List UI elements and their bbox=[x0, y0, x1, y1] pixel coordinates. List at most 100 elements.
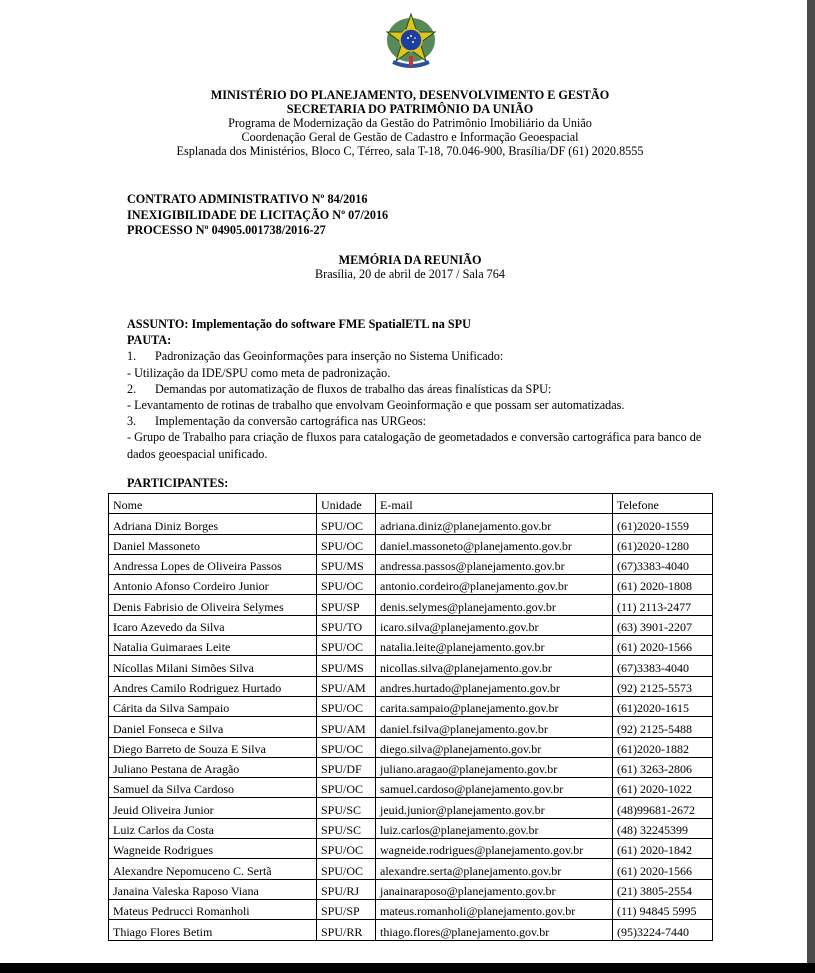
table-row: Cárita da Silva Sampaio SPU/OC carita.samp… bbox=[108, 695, 713, 718]
cell-unit: SPU/OC bbox=[316, 858, 376, 880]
cell-name: Juliano Pestana de Aragão bbox=[108, 756, 317, 779]
table-row: Andressa Lopes de Oliveira Passos SPU/MS a… bbox=[108, 553, 713, 576]
cell-name: Janaina Valeska Raposo Viana bbox=[108, 878, 317, 900]
cell-name: Antonio Afonso Cordeiro Junior bbox=[108, 574, 317, 596]
cell-email: carita.sampaio@planejamento.gov.br bbox=[375, 695, 613, 718]
header-email: E-mail bbox=[375, 492, 613, 515]
agenda-detail: - Grupo de Trabalho para criação de flux… bbox=[127, 430, 702, 461]
table-row: Jeuid Oliveira Junior SPU/SC jeuid.junior@… bbox=[108, 797, 713, 819]
cell-email: thiago.flores@planejamento.gov.br bbox=[375, 919, 613, 941]
cell-email: nicollas.silva@planejamento.gov.br bbox=[375, 655, 613, 677]
cell-email: andressa.passos@planejamento.gov.br bbox=[375, 553, 613, 576]
cell-email: antonio.cordeiro@planejamento.gov.br bbox=[375, 574, 613, 596]
cell-name: Andres Camilo Rodriguez Hurtado bbox=[108, 675, 317, 697]
table-row: Adriana Diniz Borges SPU/OC adriana.diniz@… bbox=[108, 513, 713, 535]
cell-name: Natalia Guimaraes Leite bbox=[108, 635, 317, 657]
cell-phone: (11) 2113-2477 bbox=[612, 594, 713, 616]
cell-phone: (61) 2020-1566 bbox=[612, 858, 713, 880]
agenda-text: Padronização das Geoinformações para ins… bbox=[155, 349, 504, 364]
document-subtitle: Brasília, 20 de abril de 2017 / Sala 764 bbox=[315, 267, 505, 281]
table-row: Samuel da Silva Cardoso SPU/OC samuel.card… bbox=[108, 777, 713, 799]
cell-unit: SPU/OC bbox=[316, 695, 376, 718]
table-row: Juliano Pestana de Aragão SPU/DF juliano.a… bbox=[108, 756, 713, 779]
agenda-number: 3. bbox=[127, 414, 137, 429]
cell-email: samuel.cardoso@planejamento.gov.br bbox=[375, 777, 613, 799]
agenda-detail: - Levantamento de rotinas de trabalho qu… bbox=[127, 398, 625, 413]
cell-phone: (61) 2020-1842 bbox=[612, 838, 713, 860]
cell-phone: (11) 94845 5995 bbox=[612, 898, 713, 921]
table-header-row: Nome Unidade E-mail Telefone bbox=[108, 492, 713, 515]
cell-unit: SPU/SP bbox=[316, 594, 376, 616]
table-row: Janaina Valeska Raposo Viana SPU/RJ janain… bbox=[108, 878, 713, 900]
table-row: Daniel Massoneto SPU/OC daniel.massoneto@p… bbox=[108, 533, 713, 555]
cell-name: Thiago Flores Betim bbox=[108, 919, 317, 941]
table-row: Wagneide Rodrigues SPU/OC wagneide.rodrigu… bbox=[108, 838, 713, 860]
secretariat-heading: SECRETARIA DO PATRIMÔNIO DA UNIÃO bbox=[286, 102, 534, 116]
cell-phone: (67)3383-4040 bbox=[612, 553, 713, 576]
cell-unit: SPU/OC bbox=[316, 635, 376, 657]
agenda-item: 3. Implementação da conversão cartográfic… bbox=[127, 413, 717, 429]
cell-email: natalia.leite@planejamento.gov.br bbox=[375, 635, 613, 657]
cell-name: Cárita da Silva Sampaio bbox=[108, 695, 317, 718]
cell-email: denis.selymes@planejamento.gov.br bbox=[375, 594, 613, 616]
cell-email: alexandre.serta@planejamento.gov.br bbox=[375, 858, 613, 880]
cell-name: Luiz Carlos da Costa bbox=[108, 817, 317, 840]
cell-unit: SPU/AM bbox=[316, 675, 376, 697]
cell-name: Daniel Massoneto bbox=[108, 533, 317, 555]
cell-phone: (61)2020-1882 bbox=[612, 736, 713, 758]
agenda-block: ASSUNTO: Implementação do software FME S… bbox=[127, 316, 717, 462]
cell-phone: (48) 32245399 bbox=[612, 817, 713, 840]
document-title: MEMÓRIA DA REUNIÃO bbox=[338, 253, 482, 267]
cell-name: Andressa Lopes de Oliveira Passos bbox=[108, 553, 317, 576]
cell-name: Daniel Fonseca e Silva bbox=[108, 716, 317, 738]
cell-phone: (61) 3263-2806 bbox=[612, 756, 713, 779]
table-row: Natalia Guimaraes Leite SPU/OC natalia.lei… bbox=[108, 635, 713, 657]
cell-phone: (61) 2020-1022 bbox=[612, 777, 713, 799]
agenda-label: PAUTA: bbox=[127, 333, 172, 348]
cell-name: Denis Fabrisio de Oliveira Selymes bbox=[108, 594, 317, 616]
agenda-text: Implementação da conversão cartográfica … bbox=[155, 414, 427, 429]
cell-unit: SPU/TO bbox=[316, 614, 376, 637]
cell-unit: SPU/AM bbox=[316, 716, 376, 738]
cell-name: Nícollas Milani Simões Silva bbox=[108, 655, 317, 677]
cell-email: janainaraposo@planejamento.gov.br bbox=[375, 878, 613, 900]
cell-unit: SPU/MS bbox=[316, 553, 376, 576]
subject: ASSUNTO: Implementação do software FME S… bbox=[127, 317, 471, 331]
cell-name: Wagneide Rodrigues bbox=[108, 838, 317, 860]
ministry-heading: MINISTÉRIO DO PLANEJAMENTO, DESENVOLVIME… bbox=[210, 88, 610, 102]
program-line: Programa de Modernização da Gestão do Pa… bbox=[228, 116, 592, 130]
cell-name: Diego Barreto de Souza E Silva bbox=[108, 736, 317, 758]
cell-name: Jeuid Oliveira Junior bbox=[108, 797, 317, 819]
table-row: Andres Camilo Rodriguez Hurtado SPU/AM and… bbox=[108, 675, 713, 697]
cell-email: jeuid.junior@planejamento.gov.br bbox=[375, 797, 613, 819]
header-name: Nome bbox=[108, 492, 317, 515]
cell-unit: SPU/RR bbox=[316, 919, 376, 941]
table-row: Icaro Azevedo da Silva SPU/TO icaro.silva@… bbox=[108, 614, 713, 637]
cell-email: luiz.carlos@planejamento.gov.br bbox=[375, 817, 613, 840]
cell-unit: SPU/SP bbox=[316, 898, 376, 921]
cell-name: Adriana Diniz Borges bbox=[108, 513, 317, 535]
table-row: Alexandre Nepomuceno C. Sertã SPU/OC alexa… bbox=[108, 858, 713, 880]
table-row: Daniel Fonseca e Silva SPU/AM daniel.fsilv… bbox=[108, 716, 713, 738]
cell-phone: (61) 2020-1566 bbox=[612, 635, 713, 657]
agenda-number: 2. bbox=[127, 381, 137, 396]
contract-block: CONTRATO ADMINISTRATIVO Nº 84/2016 INEXI… bbox=[127, 192, 388, 239]
cell-phone: (61) 2020-1808 bbox=[612, 574, 713, 596]
cell-email: icaro.silva@planejamento.gov.br bbox=[375, 614, 613, 637]
agenda-number: 1. bbox=[127, 349, 137, 364]
cell-name: Samuel da Silva Cardoso bbox=[108, 777, 317, 799]
agenda-item: 2. Demandas por automatização de fluxos d… bbox=[127, 381, 717, 397]
cell-unit: SPU/OC bbox=[316, 736, 376, 758]
cell-unit: SPU/MS bbox=[316, 655, 376, 677]
table-row: Antonio Afonso Cordeiro Junior SPU/OC anto… bbox=[108, 574, 713, 596]
cell-phone: (61)2020-1559 bbox=[612, 513, 713, 535]
inexigibility-number: INEXIGIBILIDADE DE LICITAÇÃO Nº 07/2016 bbox=[127, 207, 389, 222]
cell-unit: SPU/OC bbox=[316, 513, 376, 535]
cell-phone: (67)3383-4040 bbox=[612, 655, 713, 677]
cell-unit: SPU/OC bbox=[316, 533, 376, 555]
cell-unit: SPU/SC bbox=[316, 817, 376, 840]
participants-table: Nome Unidade E-mail Telefone Adriana Din… bbox=[108, 492, 713, 941]
table-row: Luiz Carlos da Costa SPU/SC luiz.carlos@pl… bbox=[108, 817, 713, 840]
cell-name: Icaro Azevedo da Silva bbox=[108, 614, 317, 637]
cell-unit: SPU/OC bbox=[316, 574, 376, 596]
